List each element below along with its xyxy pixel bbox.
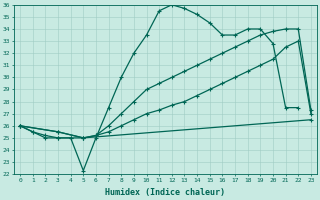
X-axis label: Humidex (Indice chaleur): Humidex (Indice chaleur): [106, 188, 226, 197]
